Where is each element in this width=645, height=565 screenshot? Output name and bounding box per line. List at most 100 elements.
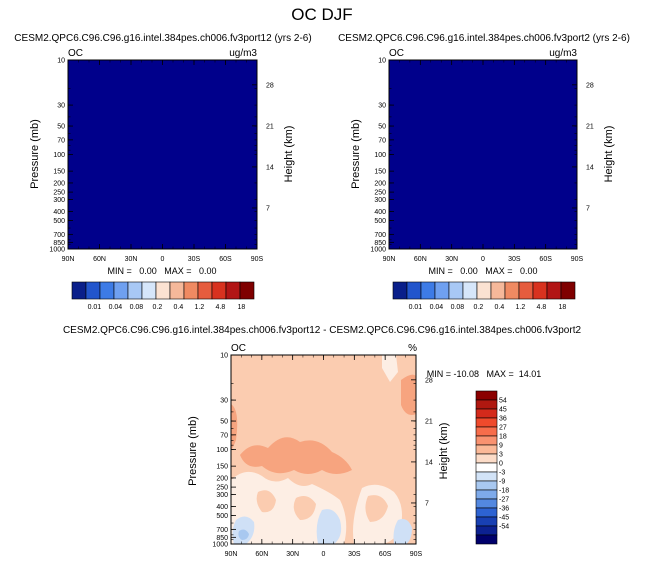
colorbar-box [475, 498, 498, 509]
x-tick-label: 0 [481, 256, 485, 263]
colorbar-box [504, 281, 520, 300]
y-axis-label: Pressure (mb) [350, 119, 362, 189]
y-tick-label: 30 [57, 103, 65, 110]
x-tick-label: 0 [161, 256, 165, 263]
near-surface-strong-negative [238, 529, 249, 540]
panel-title: CESM2.QPC6.C96.C96.g16.intel.384pes.ch00… [63, 325, 582, 336]
y-tick-label: 200 [216, 475, 228, 482]
near-surface-negative-patch-2 [316, 509, 342, 544]
y-tick-label: 1000 [212, 542, 228, 549]
colorbar-box [475, 435, 498, 446]
y2-tick-label: 28 [586, 82, 594, 89]
colorbar-box [113, 281, 129, 300]
x-tick-label: 30S [188, 256, 201, 263]
y-tick-label: 250 [53, 190, 65, 197]
y-tick-label: 100 [374, 152, 386, 159]
y-tick-label: 250 [216, 485, 228, 492]
y-tick-label: 700 [374, 232, 386, 239]
colorbar-box [475, 534, 498, 545]
y-tick-label: 100 [53, 152, 65, 159]
colorbar-box [85, 281, 101, 300]
panel-axes: 1030507010015020025030040050070085010007… [49, 58, 273, 264]
y2-axis-label: Height (km) [283, 126, 295, 183]
colorbar-label: -54 [499, 524, 509, 531]
colorbar-box [141, 281, 157, 300]
x-tick-label: 30N [445, 256, 458, 263]
y-tick-label: 300 [53, 197, 65, 204]
colorbar-box [475, 525, 498, 536]
x-tick-label: 30S [508, 256, 521, 263]
colorbar-box [475, 408, 498, 419]
colorbar-label: 0.01 [88, 304, 102, 311]
y-tick-label: 100 [216, 447, 228, 454]
colorbar-box [560, 281, 576, 300]
colorbar-label: 1.2 [516, 304, 526, 311]
variable-label: OC [68, 48, 83, 59]
y-tick-label: 250 [374, 190, 386, 197]
x-tick-label: 60S [539, 256, 552, 263]
y-tick-label: 400 [216, 504, 228, 511]
y2-tick-label: 14 [266, 164, 274, 171]
panel-axes: 1030507010015020025030040050070085010007… [212, 353, 432, 559]
y-tick-label: 850 [53, 240, 65, 247]
colorbar-box [434, 281, 450, 300]
y-tick-label: 850 [216, 535, 228, 542]
x-tick-label: 60N [414, 256, 427, 263]
colorbar-box [475, 516, 498, 527]
lower-positive-patch-3 [365, 495, 388, 522]
lower-positive-patch-1 [256, 490, 276, 513]
colorbar-box [546, 281, 562, 300]
y-tick-label: 200 [53, 180, 65, 187]
x-tick-label: 60N [93, 256, 106, 263]
colorbar-box [475, 444, 498, 455]
colorbar-label: 0.08 [130, 304, 144, 311]
colorbar-label: 36 [499, 416, 507, 423]
colorbar-label: 45 [499, 407, 507, 414]
colorbar-label: 18 [238, 304, 246, 311]
y-tick-label: 1000 [370, 247, 386, 254]
y2-tick-label: 14 [425, 459, 433, 466]
y-tick-label: 700 [216, 527, 228, 534]
colorbar-label: 0.4 [495, 304, 505, 311]
heatmap-field [68, 60, 257, 249]
x-tick-label: 30N [286, 551, 299, 558]
panel-model-a: CESM2.QPC6.C96.C96.g16.intel.384pes.ch00… [14, 33, 311, 311]
panel-axes: 1030507010015020025030040050070085010007… [370, 58, 593, 264]
y-tick-label: 70 [57, 137, 65, 144]
colorbar-label: -36 [499, 506, 509, 513]
colorbar-box [532, 281, 548, 300]
colorbar-label: -9 [499, 479, 505, 486]
colorbar-box [183, 281, 199, 300]
upper-right-positive-contour [401, 374, 416, 415]
colorbar-box [127, 281, 143, 300]
colorbar: 54 45 36 27 18 9 3 0 -3 -9 -18 -27 -36 -45 -54 [475, 390, 509, 545]
colorbar-box [475, 507, 498, 518]
y-tick-label: 200 [374, 180, 386, 187]
y-tick-label: 1000 [49, 247, 65, 254]
colorbar-label: 0.2 [474, 304, 484, 311]
lower-positive-patch-2 [293, 496, 316, 520]
units-label: ug/m3 [229, 48, 257, 59]
y-tick-label: 150 [216, 464, 228, 471]
colorbar-label: 9 [499, 443, 503, 450]
colorbar-box [99, 281, 115, 300]
y-axis-label: Pressure (mb) [187, 416, 199, 486]
colorbar: 0.01 0.04 0.08 0.2 0.4 1.2 4.8 18 [392, 281, 576, 311]
colorbar-label: 18 [499, 434, 507, 441]
y-tick-label: 50 [220, 419, 228, 426]
colorbar-box [518, 281, 534, 300]
colorbar-label: 0.04 [109, 304, 123, 311]
panel-difference: CESM2.QPC6.C96.C96.g16.intel.384pes.ch00… [63, 325, 582, 558]
colorbar-label: 4.8 [216, 304, 226, 311]
colorbar-box [475, 489, 498, 500]
heatmap-field [389, 60, 577, 249]
x-tick-label: 60S [379, 551, 392, 558]
y-tick-label: 700 [53, 232, 65, 239]
y-tick-label: 300 [374, 197, 386, 204]
colorbar-box [476, 281, 492, 300]
page-title: OC DJF [291, 5, 352, 24]
colorbar-label: 0.4 [174, 304, 184, 311]
y-tick-label: 500 [53, 218, 65, 225]
y2-tick-label: 21 [425, 418, 433, 425]
